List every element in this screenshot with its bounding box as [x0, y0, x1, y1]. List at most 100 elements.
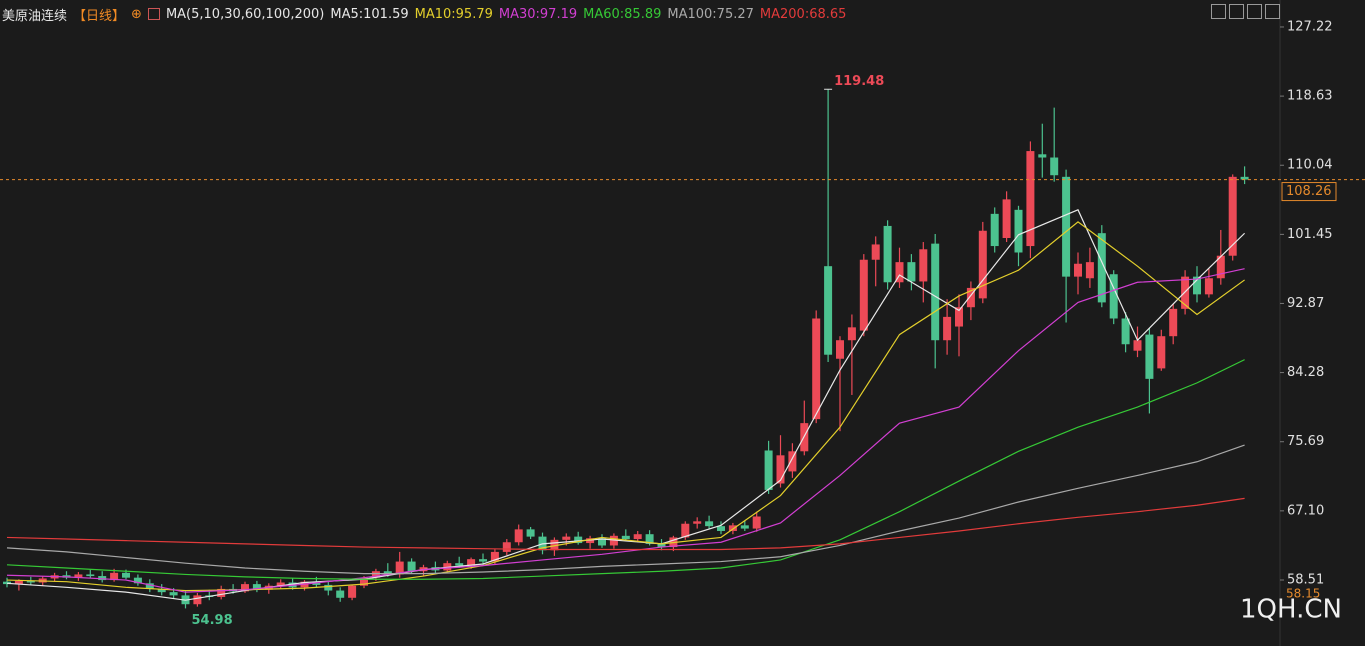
- candle-body: [26, 580, 35, 583]
- ma-line: [6, 359, 1245, 580]
- candle-body: [895, 262, 904, 283]
- candle-body: [348, 585, 357, 598]
- candle-body: [360, 577, 368, 586]
- candle-body: [14, 580, 23, 585]
- y-tick-label: 92.87: [1287, 296, 1324, 311]
- candle-body: [1074, 263, 1082, 277]
- y-tick-label: 118.63: [1287, 89, 1333, 104]
- candle-body: [157, 588, 166, 593]
- candle-body: [586, 538, 595, 544]
- candle-body: [681, 523, 690, 538]
- ma-title: MA(5,10,30,60,100,200): [165, 6, 325, 22]
- candle-body: [122, 572, 130, 578]
- candle-body: [776, 455, 785, 484]
- candle-body: [241, 584, 249, 592]
- candle-body: [1109, 274, 1118, 319]
- candle-body: [966, 287, 975, 308]
- legend-entry: MA10:95.79: [414, 6, 493, 22]
- candle-body: [824, 266, 833, 355]
- candle-body: [1169, 308, 1178, 337]
- candle-body: [574, 536, 583, 544]
- candle-body: [1193, 276, 1201, 295]
- candle-body: [324, 584, 333, 591]
- candle-body: [74, 574, 83, 578]
- candle-body: [752, 516, 761, 529]
- candle-body: [455, 563, 464, 566]
- symbol-name: 美原油连续: [2, 8, 68, 24]
- candle-body: [1038, 154, 1047, 158]
- candle-body: [693, 521, 702, 524]
- legend-entry: MA60:85.89: [583, 6, 662, 22]
- candle-body: [978, 230, 987, 299]
- ma-line: [6, 497, 1245, 551]
- y-tick-label: 58.51: [1287, 572, 1324, 587]
- candle-body: [943, 316, 952, 341]
- candle-body: [1050, 157, 1059, 176]
- candle-body: [276, 582, 285, 586]
- candle-body: [383, 571, 392, 575]
- candle-body: [1014, 209, 1023, 253]
- ma-line: [6, 268, 1245, 593]
- y-tick-label: 84.28: [1287, 365, 1324, 380]
- ma-line: [6, 221, 1245, 592]
- header: 美原油连续 【日线】 ⊕ MA(5,10,30,60,100,200) MA5:…: [2, 4, 846, 24]
- candle-body: [1097, 233, 1106, 303]
- current-price-box: [1281, 182, 1337, 202]
- candle-body: [467, 559, 476, 566]
- candle-body: [705, 521, 714, 527]
- candle-body: [562, 536, 571, 540]
- toolbar: [1211, 4, 1280, 19]
- candle-body: [371, 571, 380, 578]
- candle-body: [110, 572, 119, 581]
- y-tick-label: 75.69: [1287, 434, 1324, 449]
- tool-button[interactable]: [1247, 4, 1262, 19]
- candle-body: [633, 534, 642, 540]
- candle-body: [1204, 278, 1213, 295]
- ma-icon[interactable]: [147, 8, 160, 20]
- candle-body: [3, 581, 11, 585]
- legend-entry: MA200:68.65: [759, 6, 847, 22]
- candle-body: [526, 529, 535, 537]
- candle-body: [859, 259, 868, 331]
- candle-body: [931, 243, 940, 341]
- candle-body: [336, 590, 345, 598]
- candle-body: [812, 318, 821, 420]
- candle-body: [609, 535, 618, 546]
- price-marker: 58.15: [1286, 586, 1320, 600]
- y-tick-label: 67.10: [1287, 503, 1324, 518]
- tool-button[interactable]: [1229, 4, 1244, 19]
- candle-body: [645, 534, 654, 544]
- tool-button[interactable]: [1265, 4, 1280, 19]
- candle-body: [479, 559, 487, 562]
- candle-body: [217, 588, 226, 597]
- candle-body: [621, 535, 630, 540]
- candle-body: [1228, 176, 1237, 256]
- candle-body: [193, 595, 202, 605]
- candle-body: [728, 525, 737, 531]
- period[interactable]: 【日线】: [73, 8, 126, 24]
- candle-body: [1157, 336, 1166, 369]
- y-tick-label: 127.22: [1287, 19, 1333, 34]
- candle-body: [514, 529, 523, 543]
- candle-body: [883, 225, 892, 283]
- candle-body: [871, 244, 880, 260]
- ma-line: [6, 209, 1246, 601]
- high-label: 119.48: [834, 74, 884, 89]
- candle-body: [1216, 255, 1225, 279]
- candle-body: [740, 525, 749, 529]
- candle-body: [990, 213, 999, 247]
- candle-body: [847, 327, 856, 341]
- candle-body: [252, 584, 261, 590]
- add-icon[interactable]: ⊕: [131, 6, 142, 22]
- candle-body: [98, 576, 107, 581]
- candle-body: [1085, 262, 1094, 279]
- y-tick-label: 110.04: [1287, 158, 1333, 173]
- tool-button[interactable]: [1211, 4, 1226, 19]
- candle-body: [502, 542, 511, 552]
- candle-body: [717, 526, 725, 531]
- candle-body: [133, 577, 142, 584]
- y-tick-label: 101.45: [1287, 227, 1333, 242]
- candle-body: [836, 340, 844, 359]
- candle-body: [907, 262, 916, 282]
